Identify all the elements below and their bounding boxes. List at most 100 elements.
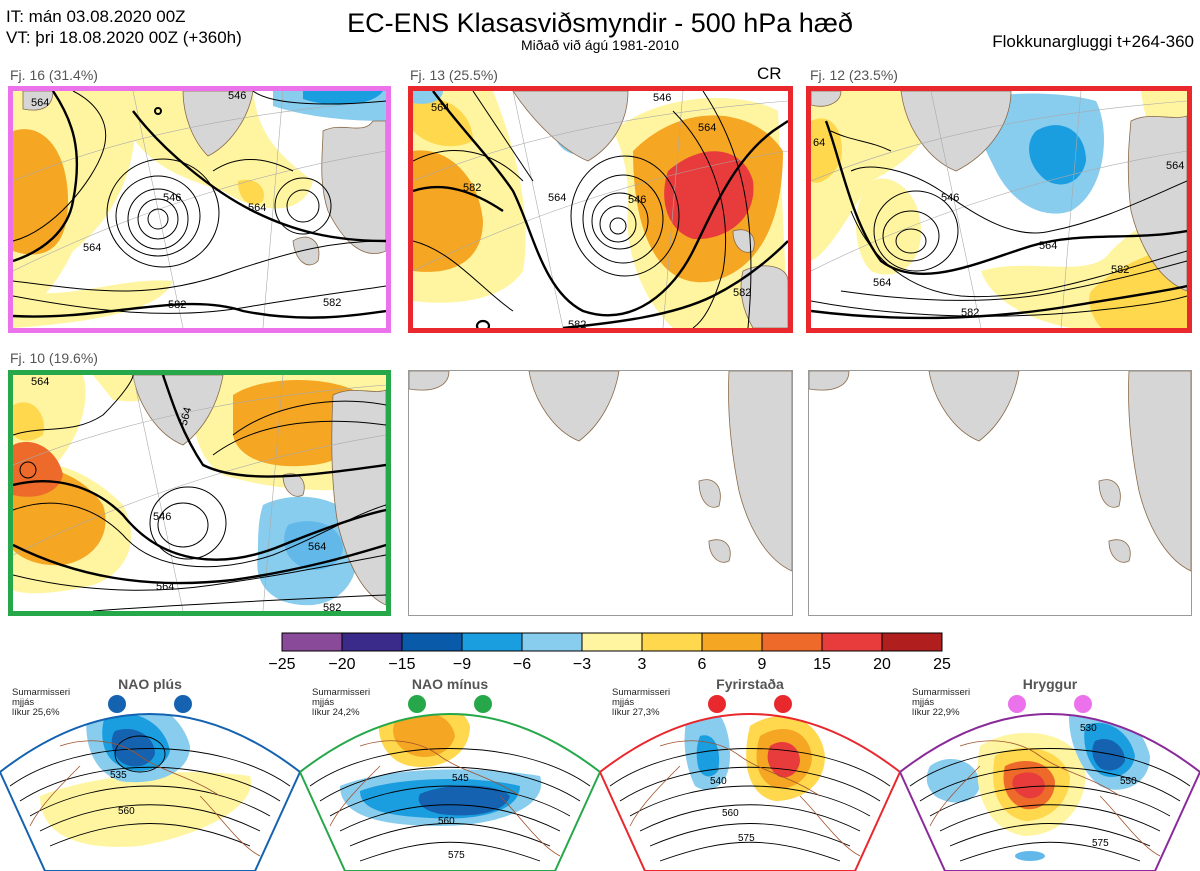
colorbar-tick-label: −9 xyxy=(452,656,472,673)
colorbar-tick-label: 6 xyxy=(697,656,707,673)
contour-label: 564 xyxy=(1039,240,1057,252)
cluster-label-2: Fj. 13 (25.5%) xyxy=(410,67,498,83)
colorbar-tick-label: −25 xyxy=(268,656,296,673)
height-contours xyxy=(13,375,386,611)
initial-time: IT: mán 03.08.2020 00Z xyxy=(6,7,186,26)
regime-name: NAO mínus xyxy=(411,676,489,692)
bold-contours xyxy=(13,375,386,585)
cluster-map-2: 564 582 564 546 564 582 582 546 xyxy=(408,86,793,333)
regime-contour-label: 530 xyxy=(1080,723,1097,734)
contour-labels: 564 582 564 546 564 582 582 546 xyxy=(431,92,751,328)
contour-label: 564 xyxy=(83,242,101,254)
regime-probability: Sumarmisseri mjjás líkur 22,9% xyxy=(912,687,971,718)
colorbar-tick-label: 9 xyxy=(757,656,767,673)
contour-label: 564 xyxy=(308,541,326,553)
colorbar-swatch xyxy=(521,632,583,652)
contour-label: 564 xyxy=(178,406,194,427)
contour-label: 564 xyxy=(1166,160,1184,172)
colorbar-swatch xyxy=(821,632,883,652)
regime-contour-label: 575 xyxy=(448,850,465,861)
regime-contour-label: 535 xyxy=(110,770,127,781)
contour-labels: 564 564 546 564 564 582 xyxy=(31,376,341,611)
page-subtitle: Miðað við ágú 1981-2010 xyxy=(520,37,679,53)
contour-label: 546 xyxy=(653,92,671,104)
graticule xyxy=(13,91,386,328)
land xyxy=(132,375,386,606)
colorbar-tick-label: 3 xyxy=(637,656,647,673)
contour-label: 64 xyxy=(813,137,825,149)
regime-nao-minus: 545 560 575 NAO mínus Sumarmisseri mjjás… xyxy=(300,676,600,871)
colorbar-swatch xyxy=(401,632,463,652)
cluster-label-4: Fj. 10 (19.6%) xyxy=(10,350,98,366)
contour-label: 582 xyxy=(568,319,586,328)
height-contours xyxy=(413,91,752,328)
colorbar-swatch xyxy=(881,632,943,652)
contour-label: 582 xyxy=(168,299,186,311)
colorbar-tick-label: 20 xyxy=(873,656,891,673)
cluster-map-1: 564 546 546 564 582 582 564 xyxy=(8,86,391,333)
regime-contour-label: 575 xyxy=(1092,838,1109,849)
contour-labels: 64 546 564 564 582 582 564 xyxy=(813,137,1184,319)
regime-contour-label: 575 xyxy=(738,833,755,844)
height-contours xyxy=(13,91,386,314)
land xyxy=(22,91,386,266)
regime-name: Hryggur xyxy=(1022,676,1078,692)
contour-label: 546 xyxy=(941,192,959,204)
land xyxy=(811,91,1187,292)
colorbar-tick-label: −20 xyxy=(328,656,356,673)
colorbar-tick-label: −3 xyxy=(572,656,592,673)
page-title: EC-ENS Klasasviðsmyndir - 500 hPa hæð xyxy=(347,8,853,38)
colorbar-swatch xyxy=(461,632,523,652)
cluster-label-1: Fj. 16 (31.4%) xyxy=(10,67,98,83)
valid-time: VT: þri 18.08.2020 00Z (+360h) xyxy=(6,28,242,47)
contour-label: 564 xyxy=(31,97,49,109)
colorbar-swatches xyxy=(281,632,943,652)
bold-contours xyxy=(811,120,1187,320)
regime-contour-label: 560 xyxy=(118,806,135,817)
contour-label: 564 xyxy=(31,376,49,388)
regime-probability: Sumarmisseri mjjás líkur 27,3% xyxy=(612,687,671,718)
cluster-map-3: 64 546 564 564 582 582 564 xyxy=(806,86,1192,333)
colorbar-swatch xyxy=(581,632,643,652)
regime-probability: Sumarmisseri mjjás líkur 24,2% xyxy=(312,687,371,718)
regime-blocking: 540 560 575 Fyrirstaða Sumarmisseri mjjá… xyxy=(600,676,900,871)
land xyxy=(409,371,792,572)
contour-label: 564 xyxy=(248,202,266,214)
contour-label: 564 xyxy=(431,102,449,114)
graticule xyxy=(13,375,386,611)
colorbar-tick-label: 25 xyxy=(933,656,951,673)
cluster-map-4: 564 564 546 564 564 582 xyxy=(8,370,391,616)
colorbar-tick-label: −6 xyxy=(512,656,532,673)
empty-map-1 xyxy=(408,370,793,616)
regime-name: NAO plús xyxy=(118,676,182,692)
contour-label: 564 xyxy=(873,277,891,289)
bold-contours xyxy=(413,91,788,328)
colorbar-swatch xyxy=(761,632,823,652)
contour-label: 582 xyxy=(323,602,341,611)
contour-label: 546 xyxy=(228,91,246,102)
contour-label: 546 xyxy=(628,194,646,206)
colorbar-swatch xyxy=(701,632,763,652)
graticule xyxy=(413,91,788,328)
regime-nao-plus: 535 560 NAO plús Sumarmisseri mjjás líku… xyxy=(0,676,300,871)
bold-contours xyxy=(13,91,386,319)
land xyxy=(512,91,788,328)
regime-contour-label: 550 xyxy=(1120,776,1137,787)
colorbar-swatch xyxy=(341,632,403,652)
regime-probability: Sumarmisseri mjjás líkur 25,6% xyxy=(12,687,71,718)
regime-contour-label: 560 xyxy=(438,816,455,827)
header-center: EC-ENS Klasasviðsmyndir - 500 hPa hæð Mi… xyxy=(300,8,900,52)
contour-label: 564 xyxy=(698,122,716,134)
height-contours xyxy=(811,130,1187,317)
colorbar: −25 −20 −15 −9 −6 −3 3 6 9 15 20 25 xyxy=(268,632,951,673)
contour-label: 582 xyxy=(1111,264,1129,276)
header-left: IT: mán 03.08.2020 00Z VT: þri 18.08.202… xyxy=(6,6,242,48)
contour-label: 582 xyxy=(323,297,341,309)
colorbar-tick-label: −15 xyxy=(388,656,416,673)
cluster-tag-cr: CR xyxy=(757,64,782,83)
land xyxy=(809,371,1191,572)
colorbar-swatch xyxy=(641,632,703,652)
colorbar-tick-label: 15 xyxy=(813,656,831,673)
contour-label: 564 xyxy=(548,192,566,204)
contour-labels: 564 546 546 564 582 582 564 xyxy=(31,91,341,311)
